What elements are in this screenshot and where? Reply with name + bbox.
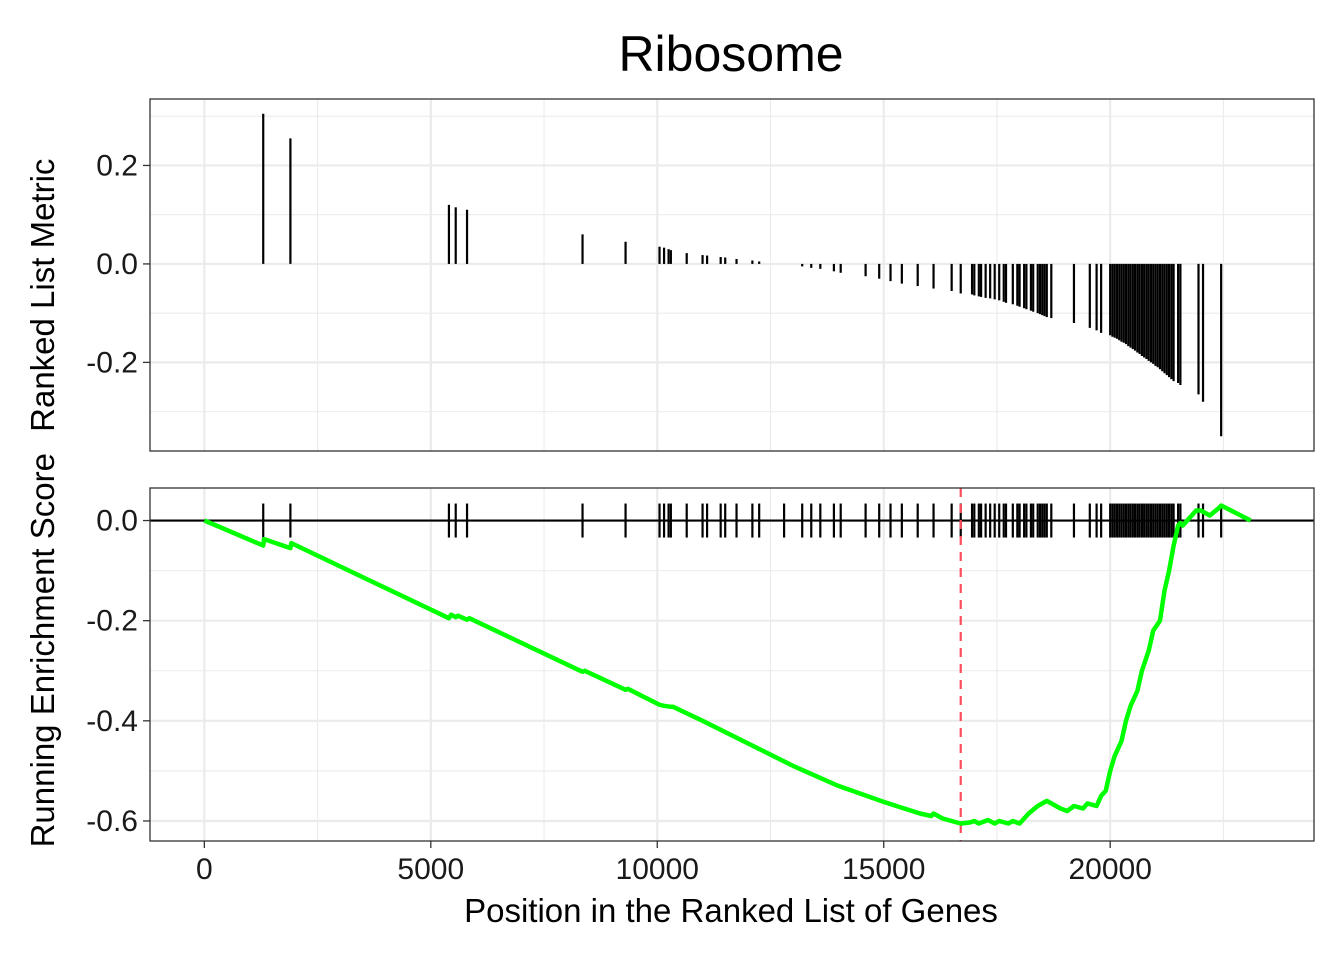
x-axis: 0 5000 10000 15000 20000 <box>196 841 1152 886</box>
x-tick-label: 5000 <box>397 853 464 886</box>
metric-panel-bars <box>262 113 1223 437</box>
y-axis-title: Running Enrichment Score Ranked List Met… <box>24 159 61 848</box>
metric-panel-border <box>149 98 1315 452</box>
y-tick-label: -0.6 <box>86 805 138 838</box>
x-tick-label: 10000 <box>616 853 699 886</box>
metric-panel-y-axis: 0.2 0.0 -0.2 <box>86 149 150 379</box>
y-tick-label: 0.0 <box>96 505 138 538</box>
y-tick-label: -0.2 <box>86 605 138 638</box>
y-tick-label: -0.4 <box>86 705 138 738</box>
metric-panel: 0.2 0.0 -0.2 <box>86 98 1315 452</box>
running-enrichment-score-line <box>203 503 1252 826</box>
y-tick-label: 0.2 <box>96 149 138 182</box>
es-panel-hit-ticks <box>262 503 1223 538</box>
es-panel: 0.0 -0.2 -0.4 -0.6 0 5000 10000 15000 20000 <box>86 487 1315 886</box>
es-panel-border <box>149 487 1315 842</box>
y-axis-title-line-1: Running Enrichment Score <box>24 453 61 847</box>
es-panel-y-axis: 0.0 -0.2 -0.4 -0.6 <box>86 505 150 838</box>
y-axis-title-line-2: Ranked List Metric <box>24 159 61 432</box>
x-tick-label: 15000 <box>842 853 925 886</box>
metric-panel-gridlines <box>150 99 1314 451</box>
es-panel-background <box>150 488 1314 841</box>
chart-title: Ribosome <box>618 26 843 82</box>
y-tick-label: 0.0 <box>96 248 138 281</box>
x-axis-title: Position in the Ranked List of Genes <box>464 892 998 929</box>
y-tick-label: -0.2 <box>86 346 138 379</box>
x-tick-label: 20000 <box>1068 853 1151 886</box>
x-tick-label: 0 <box>196 853 213 886</box>
